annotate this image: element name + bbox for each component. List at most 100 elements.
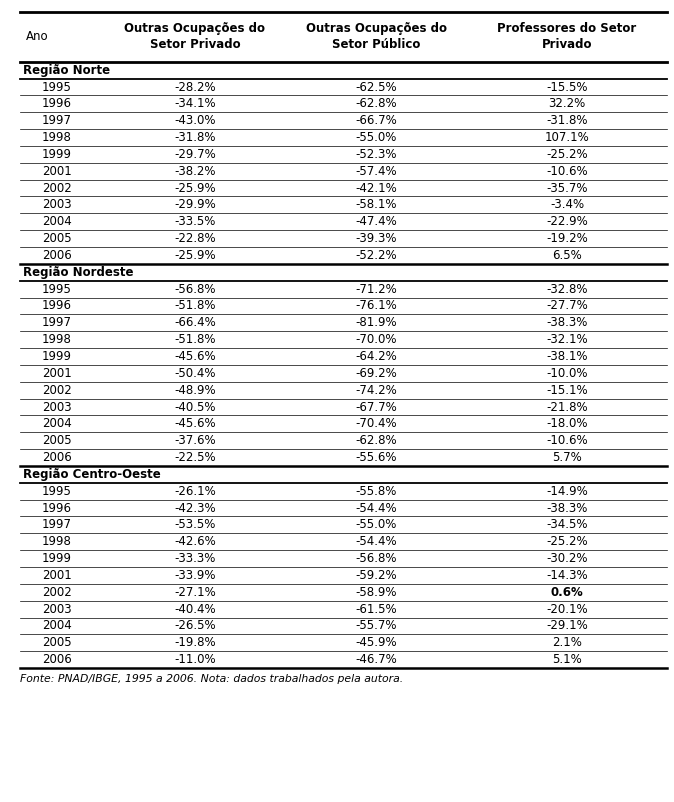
Text: -30.2%: -30.2% [546,552,588,565]
Text: 1998: 1998 [42,535,71,549]
Text: -21.8%: -21.8% [546,400,588,414]
Text: 107.1%: 107.1% [545,131,589,144]
Text: -51.8%: -51.8% [174,299,216,313]
Text: 2003: 2003 [42,400,71,414]
Text: -19.2%: -19.2% [546,232,588,245]
Text: -14.3%: -14.3% [546,569,588,582]
Text: 2004: 2004 [42,619,71,633]
Text: 2006: 2006 [42,451,71,464]
Text: -29.1%: -29.1% [546,619,588,633]
Text: Professores do Setor
Privado: Professores do Setor Privado [497,22,637,51]
Text: 1995: 1995 [42,80,71,94]
Text: -48.9%: -48.9% [174,383,216,397]
Text: 2004: 2004 [42,417,71,431]
Text: 6.5%: 6.5% [552,249,582,262]
Text: -25.2%: -25.2% [546,148,588,161]
Text: -55.8%: -55.8% [355,484,397,498]
Text: 2003: 2003 [42,198,71,212]
Text: -40.4%: -40.4% [174,602,216,616]
Text: -10.0%: -10.0% [546,367,588,380]
Text: -50.4%: -50.4% [174,367,216,380]
Text: -3.4%: -3.4% [550,198,584,212]
Text: 1997: 1997 [42,518,72,532]
Text: Fonte: PNAD/IBGE, 1995 a 2006. Nota: dados trabalhados pela autora.: Fonte: PNAD/IBGE, 1995 a 2006. Nota: dad… [20,674,404,684]
Text: 2006: 2006 [42,653,71,666]
Text: -61.5%: -61.5% [355,602,397,616]
Text: -54.4%: -54.4% [355,535,397,549]
Text: -25.9%: -25.9% [174,249,216,262]
Text: -62.5%: -62.5% [355,80,397,94]
Text: -22.5%: -22.5% [174,451,216,464]
Text: -29.9%: -29.9% [174,198,216,212]
Text: -28.2%: -28.2% [174,80,216,94]
Text: 32.2%: 32.2% [549,97,586,111]
Text: -55.7%: -55.7% [355,619,397,633]
Text: -38.3%: -38.3% [547,501,588,515]
Text: -56.8%: -56.8% [174,282,216,296]
Text: 1996: 1996 [42,501,72,515]
Text: -25.9%: -25.9% [174,181,216,195]
Text: -26.1%: -26.1% [174,484,216,498]
Text: 2006: 2006 [42,249,71,262]
Text: -55.6%: -55.6% [355,451,397,464]
Text: -58.9%: -58.9% [355,585,397,599]
Text: -47.4%: -47.4% [355,215,397,229]
Text: 2001: 2001 [42,569,71,582]
Text: 1999: 1999 [42,552,72,565]
Text: -45.6%: -45.6% [174,350,216,363]
Text: -10.6%: -10.6% [546,434,588,448]
Text: Outras Ocupações do
Setor Público: Outras Ocupações do Setor Público [305,22,447,51]
Text: Outras Ocupações do
Setor Privado: Outras Ocupações do Setor Privado [125,22,266,51]
Text: 1996: 1996 [42,97,72,111]
Text: Região Centro-Oeste: Região Centro-Oeste [23,468,160,481]
Text: -67.7%: -67.7% [355,400,397,414]
Text: -34.1%: -34.1% [174,97,216,111]
Text: -33.9%: -33.9% [174,569,216,582]
Text: -74.2%: -74.2% [355,383,397,397]
Text: 2002: 2002 [42,181,71,195]
Text: -69.2%: -69.2% [355,367,397,380]
Text: -26.5%: -26.5% [174,619,216,633]
Text: 1996: 1996 [42,299,72,313]
Text: -57.4%: -57.4% [355,164,397,178]
Text: 1997: 1997 [42,316,72,330]
Text: -56.8%: -56.8% [355,552,397,565]
Text: -81.9%: -81.9% [355,316,397,330]
Text: -43.0%: -43.0% [174,114,216,128]
Text: -35.7%: -35.7% [546,181,588,195]
Text: 2005: 2005 [42,232,71,245]
Text: -46.7%: -46.7% [355,653,397,666]
Text: 5.1%: 5.1% [552,653,582,666]
Text: -38.3%: -38.3% [547,316,588,330]
Text: -62.8%: -62.8% [355,97,397,111]
Text: -54.4%: -54.4% [355,501,397,515]
Text: 2003: 2003 [42,602,71,616]
Text: -58.1%: -58.1% [355,198,397,212]
Text: -38.1%: -38.1% [546,350,588,363]
Text: -10.6%: -10.6% [546,164,588,178]
Text: 1998: 1998 [42,131,71,144]
Text: -76.1%: -76.1% [355,299,397,313]
Text: 2005: 2005 [42,636,71,650]
Text: -14.9%: -14.9% [546,484,588,498]
Text: -15.1%: -15.1% [546,383,588,397]
Text: -27.7%: -27.7% [546,299,588,313]
Text: 2001: 2001 [42,164,71,178]
Text: 2005: 2005 [42,434,71,448]
Text: -70.4%: -70.4% [355,417,397,431]
Text: -66.7%: -66.7% [355,114,397,128]
Text: -20.1%: -20.1% [546,602,588,616]
Text: -64.2%: -64.2% [355,350,397,363]
Text: -32.1%: -32.1% [546,333,588,346]
Text: -31.8%: -31.8% [174,131,216,144]
Text: -39.3%: -39.3% [355,232,397,245]
Text: -18.0%: -18.0% [546,417,588,431]
Text: -45.9%: -45.9% [355,636,397,650]
Text: -34.5%: -34.5% [546,518,588,532]
Text: -37.6%: -37.6% [174,434,216,448]
Text: -22.9%: -22.9% [546,215,588,229]
Text: -55.0%: -55.0% [355,131,397,144]
Text: -52.3%: -52.3% [355,148,397,161]
Text: 1999: 1999 [42,148,72,161]
Text: -71.2%: -71.2% [355,282,397,296]
